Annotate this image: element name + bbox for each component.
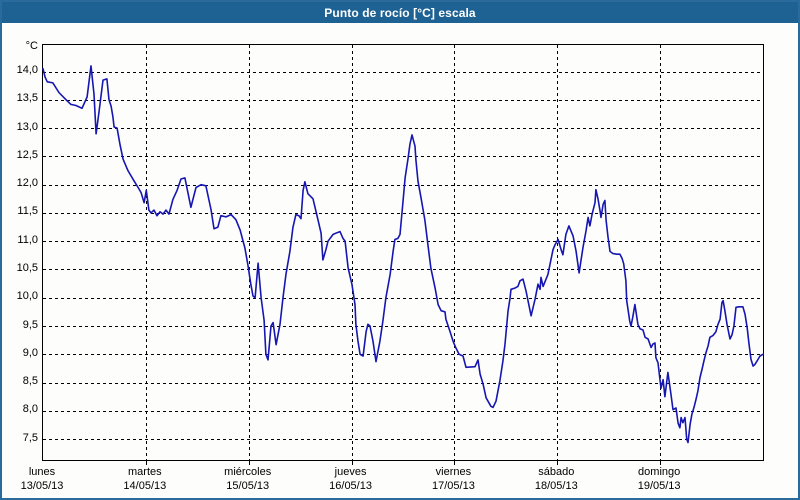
y-axis-unit-label: °C bbox=[25, 40, 38, 52]
y-tick-label: 12,0 bbox=[16, 177, 38, 190]
x-axis-day-label: domingo 19/05/13 bbox=[638, 465, 681, 493]
day-date: 14/05/13 bbox=[123, 480, 167, 492]
page-title: Punto de rocío [°C] escala bbox=[324, 5, 476, 20]
day-name: martes bbox=[128, 466, 162, 478]
y-tick-label: 7,5 bbox=[22, 431, 38, 444]
x-axis-day-label: sábado 18/05/13 bbox=[535, 465, 578, 493]
y-tick-label: 14,0 bbox=[16, 64, 38, 77]
day-date: 13/05/13 bbox=[20, 480, 64, 492]
day-date: 15/05/13 bbox=[226, 480, 270, 492]
day-date: 19/05/13 bbox=[637, 480, 681, 492]
y-tick-label: 11,0 bbox=[17, 233, 38, 246]
day-date: 17/05/13 bbox=[432, 480, 475, 492]
x-axis-day-label: lunes 13/05/13 bbox=[21, 465, 64, 493]
day-name: lunes bbox=[28, 466, 56, 478]
dew-point-series-line bbox=[42, 65, 764, 444]
y-tick-label: 13,0 bbox=[16, 120, 38, 133]
day-name: domingo bbox=[638, 466, 681, 478]
day-name: jueves bbox=[334, 466, 367, 478]
day-date: 16/05/13 bbox=[329, 480, 372, 492]
day-date: 18/05/13 bbox=[534, 480, 578, 492]
y-tick-label: 11,5 bbox=[17, 205, 38, 218]
x-axis-day-label: miércoles 15/05/13 bbox=[224, 465, 271, 493]
day-name: viernes bbox=[435, 466, 472, 478]
y-tick-label: 8,0 bbox=[22, 403, 38, 416]
y-tick-label: 13,5 bbox=[16, 92, 38, 105]
x-axis-day-label: martes 14/05/13 bbox=[123, 465, 166, 493]
day-name: miércoles bbox=[224, 466, 272, 478]
x-axis-day-label: jueves 16/05/13 bbox=[329, 465, 372, 493]
y-tick-label: 9,5 bbox=[22, 318, 38, 331]
y-tick-label: 8,5 bbox=[22, 375, 38, 388]
y-tick-label: 10,5 bbox=[16, 261, 38, 274]
y-tick-label: 12,5 bbox=[16, 148, 38, 161]
x-axis-day-label: viernes 17/05/13 bbox=[432, 465, 475, 493]
window-title-bar: Punto de rocío [°C] escala bbox=[2, 2, 798, 23]
y-tick-label: 9,0 bbox=[22, 346, 38, 359]
y-tick-label: 10,0 bbox=[16, 290, 38, 303]
day-name: sábado bbox=[538, 466, 575, 478]
plot-area bbox=[42, 44, 764, 465]
dew-point-line-chart bbox=[42, 45, 764, 465]
